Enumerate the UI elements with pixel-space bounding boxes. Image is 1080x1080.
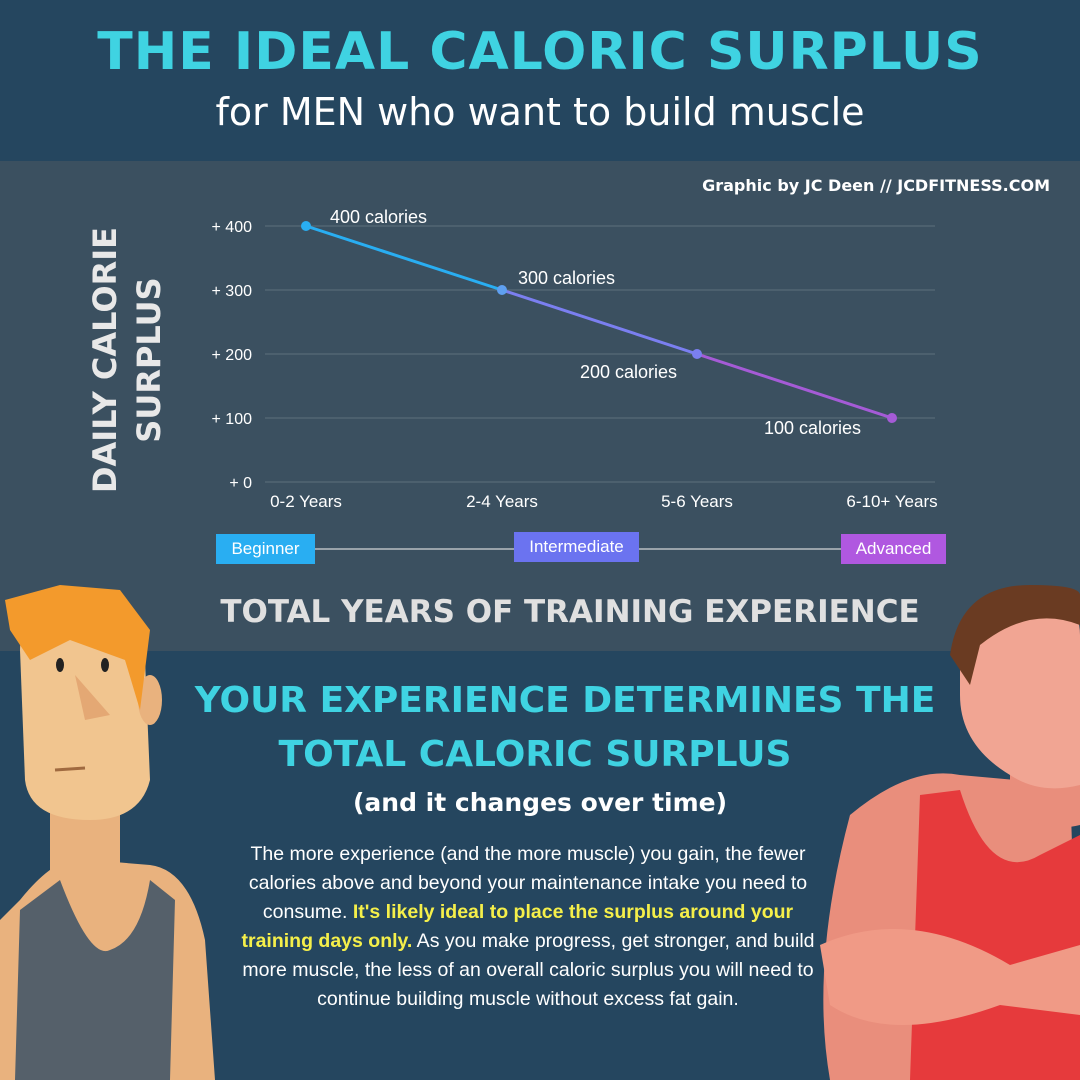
stage-badge-beginner: Beginner	[216, 534, 315, 564]
section-heading-line1: YOUR EXPERIENCE DETERMINES THE	[194, 680, 936, 721]
data-point	[497, 285, 507, 295]
stage-badge-intermediate: Intermediate	[514, 532, 639, 562]
series-line-segment	[696, 352, 893, 420]
y-tick-label: + 400	[212, 219, 253, 236]
skinny-man-illustration	[0, 585, 215, 1080]
data-label: 400 calories	[330, 207, 427, 227]
body-text-highlight: It's likely ideal to place the surplus a…	[241, 901, 794, 952]
section-subheading: (and it changes over time)	[352, 788, 728, 817]
data-point	[692, 349, 702, 359]
muscular-man-illustration	[820, 585, 1080, 1080]
x-tick-label: 0-2 Years	[270, 492, 342, 511]
chart-panel	[0, 161, 1080, 651]
header: THE IDEAL CALORIC SURPLUS for MEN who wa…	[0, 0, 1080, 161]
x-tick-label: 2-4 Years	[466, 492, 538, 511]
data-point	[887, 413, 897, 423]
body-text-part1: The more experience (and the more muscle…	[248, 843, 808, 923]
body-text: The more experience (and the more muscle…	[240, 840, 816, 1014]
series-line-segment	[305, 224, 503, 292]
y-tick-label: + 300	[212, 283, 253, 300]
x-axis-label: TOTAL YEARS OF TRAINING EXPERIENCE	[220, 594, 920, 630]
line-chart: + 0 + 100 + 200 + 300 + 400 0-2 Years 2-4 Year…	[212, 207, 938, 550]
y-tick-label: + 0	[229, 475, 252, 492]
data-point	[301, 221, 311, 231]
x-tick-label: 5-6 Years	[661, 492, 733, 511]
series-line-segment	[501, 288, 698, 356]
stage-badge-advanced: Advanced	[841, 534, 946, 564]
page-subtitle: for MEN who want to build muscle	[215, 90, 865, 134]
data-label: 100 calories	[764, 418, 861, 438]
credit: Graphic by JC Deen // JCDFITNESS.COM	[702, 176, 1050, 195]
data-label: 200 calories	[580, 362, 677, 382]
y-tick-label: + 200	[212, 347, 253, 364]
data-label: 300 calories	[518, 268, 615, 288]
page-title: THE IDEAL CALORIC SURPLUS	[97, 22, 983, 82]
section-heading-line2: TOTAL CALORIC SURPLUS	[278, 734, 792, 775]
y-tick-label: + 100	[212, 411, 253, 428]
body-text-part2: As you make progress, get stronger, and …	[242, 930, 815, 1010]
x-tick-label: 6-10+ Years	[846, 492, 937, 511]
